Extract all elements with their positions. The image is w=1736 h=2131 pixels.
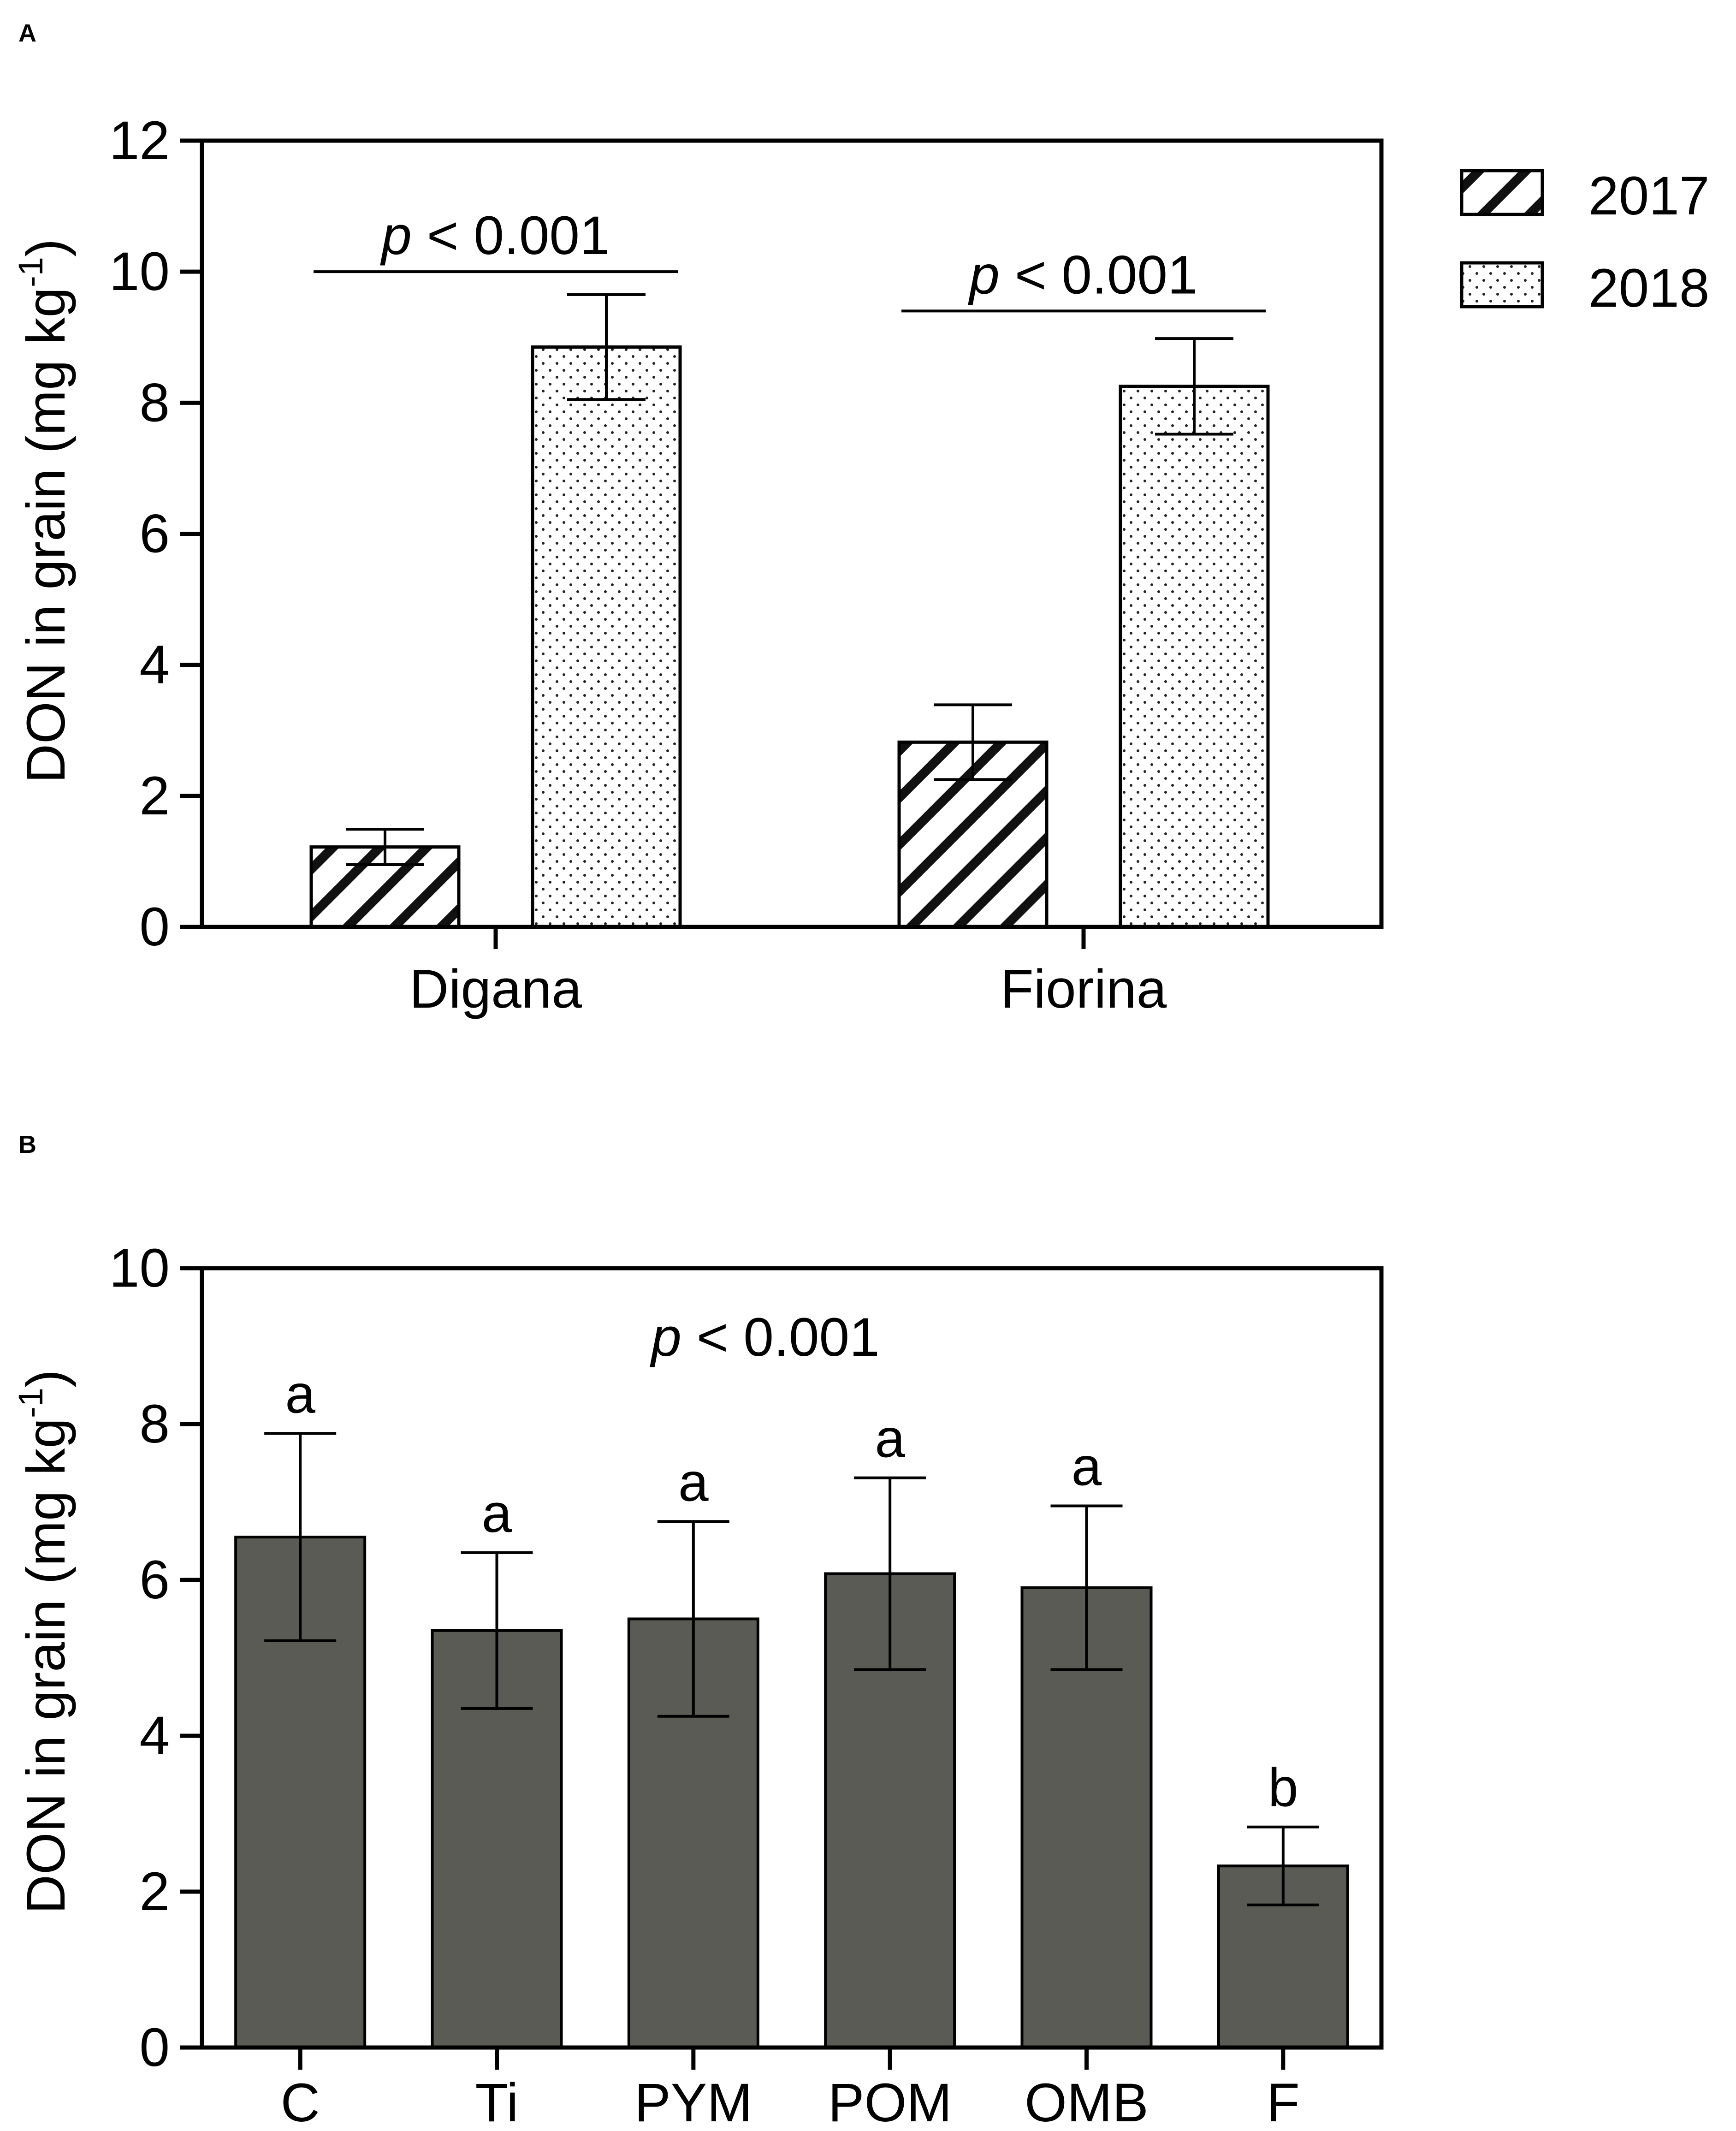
x-tick-label-pom: POM <box>828 2072 952 2131</box>
bar-digana-2018 <box>531 345 682 929</box>
x-tick-label-fiorina: Fiorina <box>1001 959 1167 1020</box>
panel-a-legend: 2017 2018 <box>1460 166 1710 319</box>
panel-a: A DON in grain (mg kg-1) 0 2 4 6 8 10 12 p < 0… <box>12 19 1710 1020</box>
panel-b-plot-frame <box>200 1266 1384 2050</box>
y-tick-label: 2 <box>139 1861 170 1922</box>
y-tick-label: 6 <box>139 1549 170 1610</box>
legend-label-2018: 2018 <box>1588 258 1710 319</box>
bar-fiorina-2018 <box>1119 385 1270 929</box>
panel-a-error-bars <box>346 293 1233 867</box>
legend-swatch-2017 <box>1460 169 1544 216</box>
x-tick-label-ti: Ti <box>475 2072 519 2131</box>
panel-b-x-ticks: C Ti PYM POM OMB F <box>281 2048 1300 2131</box>
legend-label-2017: 2017 <box>1588 166 1710 226</box>
significance-letter-f: b <box>1268 1757 1298 1818</box>
y-tick-label: 0 <box>139 896 170 957</box>
p-value-digana: p < 0.001 <box>380 205 610 266</box>
y-tick-label: 10 <box>109 1238 170 1299</box>
y-tick-label: 4 <box>139 635 170 695</box>
panel-a-y-axis-title: DON in grain (mg kg-1) <box>12 239 77 784</box>
panel-a-label: A <box>18 19 36 47</box>
panel-a-significance: p < 0.001 p < 0.001 <box>314 205 1266 313</box>
panel-b-significance-letters: a a a a a b <box>285 1364 1298 1818</box>
x-tick-label-f: F <box>1267 2072 1300 2131</box>
x-tick-label-omb: OMB <box>1025 2072 1149 2131</box>
p-value-fiorina: p < 0.001 <box>968 244 1197 305</box>
significance-letter-c: a <box>285 1364 315 1425</box>
significance-letter-pom: a <box>875 1408 905 1469</box>
significance-letter-pym: a <box>678 1452 709 1513</box>
y-tick-label: 8 <box>139 372 170 433</box>
panel-a-plot-frame <box>200 138 1384 929</box>
significance-letter-ti: a <box>482 1483 512 1544</box>
x-tick-label-digana: Digana <box>409 959 582 1020</box>
panel-b-bars <box>234 1536 1349 2049</box>
panel-a-x-ticks: Digana Fiorina <box>409 927 1167 1020</box>
legend-swatch-2018 <box>1460 261 1544 309</box>
panel-b-y-axis-title: DON in grain (mg kg-1) <box>12 1370 77 1914</box>
panel-b-y-ticks: 0 2 4 6 8 10 <box>109 1238 202 2078</box>
x-tick-label-c: C <box>281 2072 320 2131</box>
panel-b-p-value: p < 0.001 <box>650 1307 879 1368</box>
y-tick-label: 2 <box>139 766 170 826</box>
panel-b-error-bars <box>264 1432 1319 1906</box>
y-tick-label: 8 <box>139 1394 170 1454</box>
y-tick-label: 0 <box>139 2017 170 2078</box>
y-tick-label: 4 <box>139 1705 170 1766</box>
x-tick-label-pym: PYM <box>634 2072 752 2131</box>
y-tick-label: 10 <box>109 241 170 302</box>
panel-a-y-ticks: 0 2 4 6 8 10 12 <box>109 110 202 957</box>
y-tick-label: 12 <box>109 110 170 171</box>
significance-letter-omb: a <box>1072 1436 1102 1497</box>
panel-b-label: B <box>18 1131 36 1158</box>
y-tick-label: 6 <box>139 504 170 564</box>
panel-a-bars <box>309 345 1270 929</box>
